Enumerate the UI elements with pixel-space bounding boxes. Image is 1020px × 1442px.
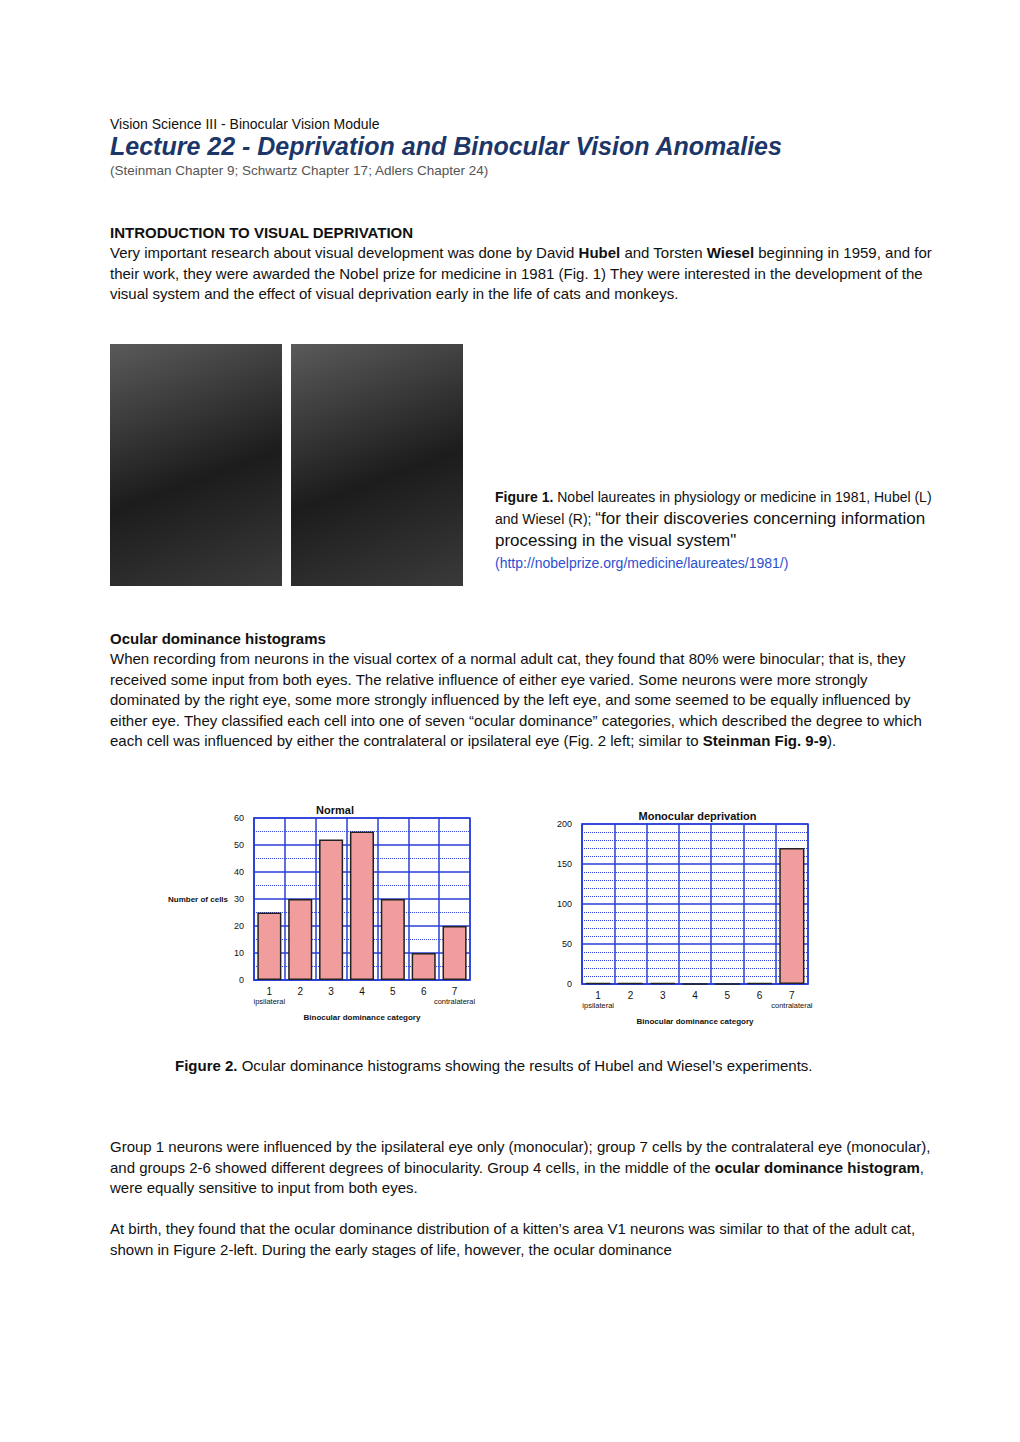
html-text:(Steinman Chapter 9; Schwartz: (Steinman Chapter 9; Schwartz Chapter 17… [110, 163, 489, 178]
svg-text:4: 4 [692, 990, 698, 1001]
svg-text:1: 1 [595, 990, 601, 1001]
svg-text:Normal: Normal [316, 804, 354, 816]
svg-text:3: 3 [328, 986, 334, 997]
svg-text:Number of cells: Number of cells [168, 895, 229, 904]
html-text:Group 1 neurons were influence: Group 1 neurons were influenced by the i… [110, 1138, 931, 1197]
svg-text:ipsilateral: ipsilateral [582, 1001, 614, 1010]
svg-text:50: 50 [234, 840, 244, 850]
svg-text:ipsilateral: ipsilateral [254, 997, 286, 1006]
svg-text:contralateral: contralateral [771, 1001, 813, 1010]
svg-text:20: 20 [234, 921, 244, 931]
svg-text:2: 2 [297, 986, 303, 997]
svg-text:5: 5 [390, 986, 396, 997]
html-text:At birth, they found that the: At birth, they found that the ocular dom… [110, 1220, 916, 1258]
svg-text:200: 200 [557, 819, 572, 829]
svg-text:150: 150 [557, 859, 572, 869]
svg-text:60: 60 [234, 813, 244, 823]
svg-text:contralateral: contralateral [434, 997, 476, 1006]
svg-text:6: 6 [421, 986, 427, 997]
html-text:INTRODUCTION TO VISUAL DEPRIVA: INTRODUCTION TO VISUAL DEPRIVATION [110, 224, 414, 241]
svg-text:6: 6 [757, 990, 763, 1001]
svg-text:3: 3 [660, 990, 666, 1001]
html-text:Ocular dominance histograms: Ocular dominance histograms [110, 630, 326, 647]
svg-text:5: 5 [725, 990, 731, 1001]
svg-text:Binocular dominance category: Binocular dominance category [637, 1017, 754, 1026]
svg-text:100: 100 [557, 899, 572, 909]
svg-text:7: 7 [789, 990, 795, 1001]
html-text:Vision Science III - Binocular: Vision Science III - Binocular Vision Mo… [110, 116, 380, 132]
svg-text:Monocular deprivation: Monocular deprivation [639, 810, 757, 822]
svg-text:1: 1 [267, 986, 273, 997]
svg-text:10: 10 [234, 948, 244, 958]
svg-text:Binocular dominance category: Binocular dominance category [304, 1013, 421, 1022]
html-text:(http://nobelprize.org/medicin: (http://nobelprize.org/medicine/laureate… [495, 555, 789, 571]
html-text:When recording from neurons in: When recording from neurons in the visua… [110, 650, 922, 750]
svg-text:4: 4 [359, 986, 365, 997]
svg-text:2: 2 [628, 990, 634, 1001]
html-text:Figure 2. Ocular dominance his: Figure 2. Ocular dominance histograms sh… [175, 1057, 813, 1074]
html-text:Figure 1. Nobel laureates in p: Figure 1. Nobel laureates in physiology … [495, 489, 932, 550]
svg-text:50: 50 [562, 939, 572, 949]
svg-text:40: 40 [234, 867, 244, 877]
svg-text:7: 7 [452, 986, 458, 997]
html-text:Lecture 22 - Deprivation and B: Lecture 22 - Deprivation and Binocular V… [110, 132, 782, 160]
svg-text:30: 30 [234, 894, 244, 904]
svg-text:0: 0 [239, 975, 244, 985]
svg-text:0: 0 [567, 979, 572, 989]
html-text:Very important research about: Very important research about visual dev… [110, 244, 932, 303]
